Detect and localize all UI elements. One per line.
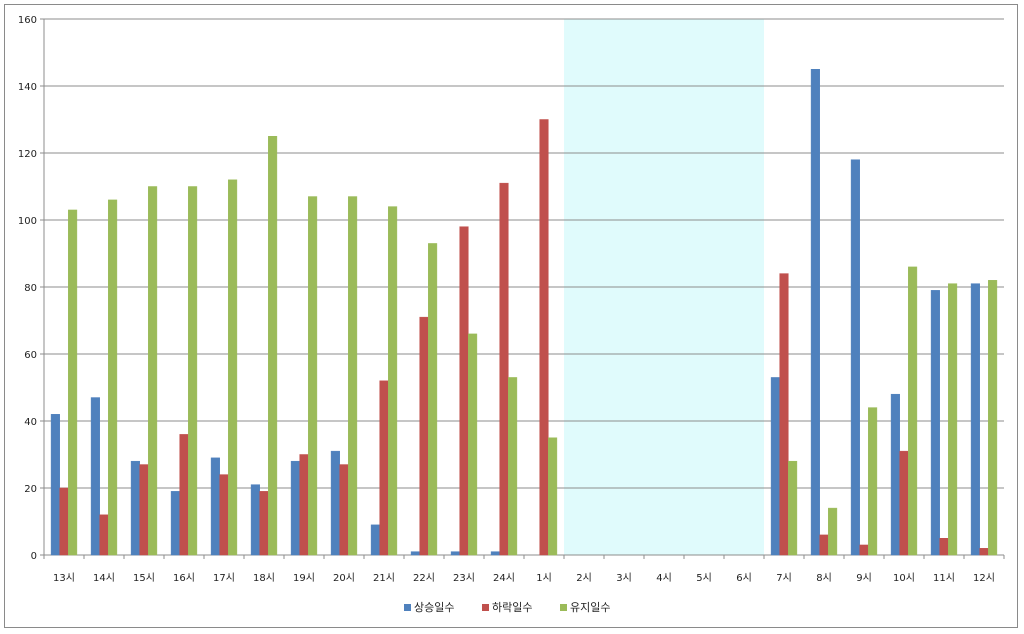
legend-swatch-상승일수 [404,604,411,611]
x-tick-label: 16시 [173,572,195,584]
bar-유지일수-20시 [348,196,358,556]
bar-유지일수-24시 [508,377,518,556]
bar-하락일수-24시 [499,182,509,556]
bar-하락일수-13시 [59,487,69,556]
bar-유지일수-16시 [188,186,198,556]
bar-하락일수-19시 [299,454,309,556]
x-tick-label: 2시 [576,572,592,584]
bar-하락일수-11시 [939,538,949,556]
legend-label-상승일수: 상승일수 [414,600,454,614]
bar-하락일수-14시 [99,514,109,556]
bar-유지일수-12시 [988,280,998,556]
y-tick-label: 120 [18,149,37,160]
bar-유지일수-9시 [868,407,878,556]
bar-유지일수-7시 [788,460,798,556]
bar-유지일수-18시 [268,136,278,556]
bar-상승일수-24시 [490,551,500,556]
bar-유지일수-17시 [228,179,238,556]
bar-상승일수-18시 [250,484,260,556]
x-tick-label: 4시 [656,572,672,584]
bar-유지일수-10시 [908,266,918,556]
bar-상승일수-8시 [810,69,820,556]
y-tick-label: 160 [18,15,37,26]
bar-하락일수-1시 [539,119,549,556]
bar-유지일수-11시 [948,283,958,556]
bar-하락일수-7시 [779,273,789,556]
x-tick-label: 12시 [973,572,995,584]
x-tick-label: 21시 [373,572,395,584]
legend-label-하락일수: 하락일수 [492,600,532,614]
bar-상승일수-9시 [850,159,860,556]
x-tick-label: 14시 [93,572,115,584]
y-tick-label: 80 [24,283,37,294]
x-tick-label: 20시 [333,572,355,584]
bar-유지일수-22시 [428,243,438,556]
bar-하락일수-18시 [259,491,269,556]
bar-유지일수-21시 [388,206,398,556]
bar-유지일수-1시 [548,437,558,556]
y-tick-label: 0 [31,551,37,562]
bar-상승일수-21시 [370,524,380,556]
x-tick-label: 13시 [53,572,75,584]
bar-상승일수-16시 [170,491,180,556]
bar-상승일수-13시 [50,414,60,556]
bar-유지일수-8시 [828,507,838,556]
x-tick-label: 11시 [933,572,955,584]
bar-하락일수-15시 [139,464,149,556]
y-tick-label: 40 [24,417,37,428]
bar-하락일수-8시 [819,534,829,556]
bar-하락일수-9시 [859,544,869,556]
bar-상승일수-20시 [330,450,340,556]
bar-상승일수-23시 [450,551,460,556]
bar-상승일수-12시 [970,283,980,556]
x-tick-label: 23시 [453,572,475,584]
x-tick-label: 5시 [696,572,712,584]
bar-하락일수-10시 [899,450,909,556]
x-tick-label: 9시 [856,572,872,584]
bar-상승일수-17시 [210,457,220,556]
legend-label-유지일수: 유지일수 [570,600,610,614]
bar-상승일수-15시 [130,460,140,556]
bar-하락일수-22시 [419,316,429,556]
x-tick-label: 3시 [616,572,632,584]
bar-상승일수-11시 [930,290,940,556]
bar-상승일수-7시 [770,377,780,556]
x-tick-label: 7시 [776,572,792,584]
y-tick-label: 20 [24,484,37,495]
bar-유지일수-15시 [148,186,158,556]
bar-상승일수-10시 [890,393,900,556]
x-tick-label: 1시 [536,572,552,584]
bar-유지일수-13시 [68,209,78,556]
bar-상승일수-19시 [290,460,300,556]
bar-유지일수-19시 [308,196,318,556]
bar-하락일수-20시 [339,464,349,556]
bar-유지일수-14시 [108,199,118,556]
bar-유지일수-23시 [468,333,478,556]
x-tick-label: 15시 [133,572,155,584]
bar-하락일수-23시 [459,226,469,556]
bar-상승일수-14시 [90,397,100,556]
x-tick-label: 19시 [293,572,315,584]
y-tick-label: 100 [18,216,37,227]
x-tick-label: 10시 [893,572,915,584]
x-tick-label: 24시 [493,572,515,584]
x-tick-label: 6시 [736,572,752,584]
x-tick-label: 22시 [413,572,435,584]
bar-하락일수-21시 [379,380,389,556]
bar-하락일수-17시 [219,474,229,556]
x-tick-label: 18시 [253,572,275,584]
bar-하락일수-16시 [179,434,189,556]
x-tick-label: 17시 [213,572,235,584]
legend-swatch-유지일수 [560,604,567,611]
x-tick-label: 8시 [816,572,832,584]
legend-swatch-하락일수 [482,604,489,611]
bar-상승일수-22시 [410,551,420,556]
y-tick-label: 60 [24,350,37,361]
y-tick-label: 140 [18,82,37,93]
bar-하락일수-12시 [979,548,989,556]
